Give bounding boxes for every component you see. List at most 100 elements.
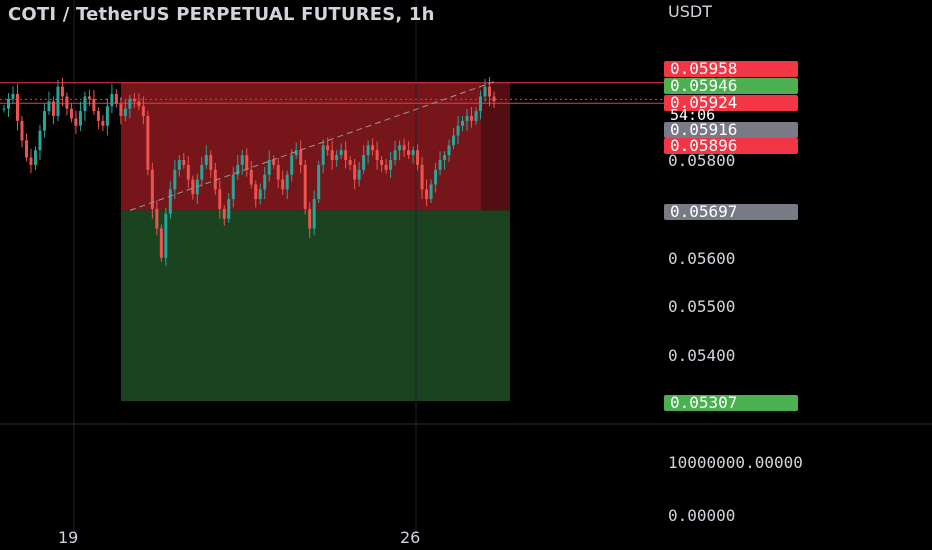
candle-body: [231, 174, 235, 200]
candles: [2, 76, 496, 267]
candle-body: [227, 199, 231, 219]
candle-body: [11, 93, 15, 99]
candle-body: [375, 150, 379, 160]
price-badge: 0.05924: [664, 95, 798, 111]
date-axis-tick: 19: [58, 528, 79, 547]
position-zones: [121, 82, 510, 402]
candle-body: [15, 93, 19, 121]
candle-body: [348, 160, 352, 165]
candle-body: [78, 111, 82, 126]
candle-body: [362, 155, 366, 170]
candle-body: [101, 120, 105, 126]
candle-body: [290, 155, 294, 175]
candle-body: [222, 208, 226, 219]
price-badge: 0.05697: [664, 204, 798, 220]
candle-body: [168, 189, 172, 214]
candle-body: [272, 160, 276, 165]
candle-body: [213, 169, 217, 190]
candle-body: [366, 145, 370, 156]
candle-body: [155, 208, 159, 229]
candle-body: [398, 145, 402, 151]
candle-body: [344, 150, 348, 160]
candle-body: [447, 145, 451, 156]
candle-body: [236, 164, 240, 175]
candle-body: [240, 155, 244, 165]
candle-body: [339, 150, 343, 156]
candle-body: [191, 179, 195, 195]
candle-body: [42, 111, 46, 131]
candle-body: [87, 96, 91, 99]
candle-body: [330, 150, 334, 160]
candle-body: [177, 160, 181, 170]
candle-body: [137, 101, 141, 107]
bar-countdown: 54:06: [670, 106, 716, 124]
candle-body: [200, 164, 204, 180]
symbol-title[interactable]: COTI / TetherUS PERPETUAL FUTURES, 1h: [8, 4, 435, 25]
candle-body: [182, 160, 186, 165]
candle-body: [83, 96, 87, 112]
candle-body: [335, 155, 339, 160]
candle-body: [29, 157, 33, 165]
candle-body: [317, 164, 321, 200]
candle-body: [357, 169, 361, 180]
price-axis-tick: 0.05500: [668, 297, 736, 316]
candle-body: [420, 164, 424, 190]
candle-body: [2, 108, 6, 110]
candle-body: [326, 145, 330, 151]
currency-label: USDT: [668, 2, 712, 21]
candle-body: [407, 150, 411, 156]
candle-body: [389, 160, 393, 170]
candle-body: [263, 174, 267, 190]
candle-body: [218, 189, 222, 209]
candle-body: [434, 169, 438, 185]
candle-body: [299, 150, 303, 165]
candle-body: [74, 118, 78, 126]
candle-body: [321, 145, 325, 165]
candle-body: [479, 96, 483, 112]
candle-body: [443, 155, 447, 160]
candle-body: [105, 106, 109, 126]
candle-body: [204, 155, 208, 165]
candle-body: [483, 86, 487, 97]
price-badge: 0.05916: [664, 122, 798, 138]
candle-body: [245, 155, 249, 170]
candle-body: [96, 111, 100, 121]
price-axis-tick: 0.05600: [668, 249, 736, 268]
candle-body: [456, 125, 460, 136]
candle-body: [267, 160, 271, 175]
future-zone: [481, 82, 510, 211]
candle-body: [92, 98, 96, 112]
price-badge: 0.05896: [664, 138, 798, 154]
candle-body: [474, 111, 478, 121]
candle-body: [141, 106, 145, 116]
candle-body: [371, 145, 375, 151]
candle-body: [470, 115, 474, 121]
candle-body: [119, 103, 123, 116]
candle-body: [110, 93, 114, 107]
candle-body: [303, 164, 307, 209]
price-axis-tick: 0.05400: [668, 346, 736, 365]
candle-body: [452, 135, 456, 146]
volume-axis-tick: 10000000.00000: [668, 453, 803, 472]
candle-body: [416, 150, 420, 165]
candle-body: [461, 120, 465, 126]
candle-body: [146, 115, 150, 170]
candle-body: [6, 98, 10, 109]
price-badge: 0.05958: [664, 61, 798, 77]
candle-body: [276, 164, 280, 180]
candle-body: [132, 98, 136, 102]
candle-body: [312, 199, 316, 229]
candle-body: [281, 179, 285, 190]
candle-body: [294, 150, 298, 156]
candle-body: [425, 189, 429, 200]
candle-body: [69, 108, 73, 119]
candle-body: [60, 86, 64, 97]
price-axis-tick: 0.05800: [668, 151, 736, 170]
trend-line[interactable]: [129, 81, 495, 211]
date-axis-tick: 26: [400, 528, 421, 547]
candle-body: [123, 108, 127, 116]
candle-body: [258, 189, 262, 200]
candle-body: [51, 101, 55, 116]
